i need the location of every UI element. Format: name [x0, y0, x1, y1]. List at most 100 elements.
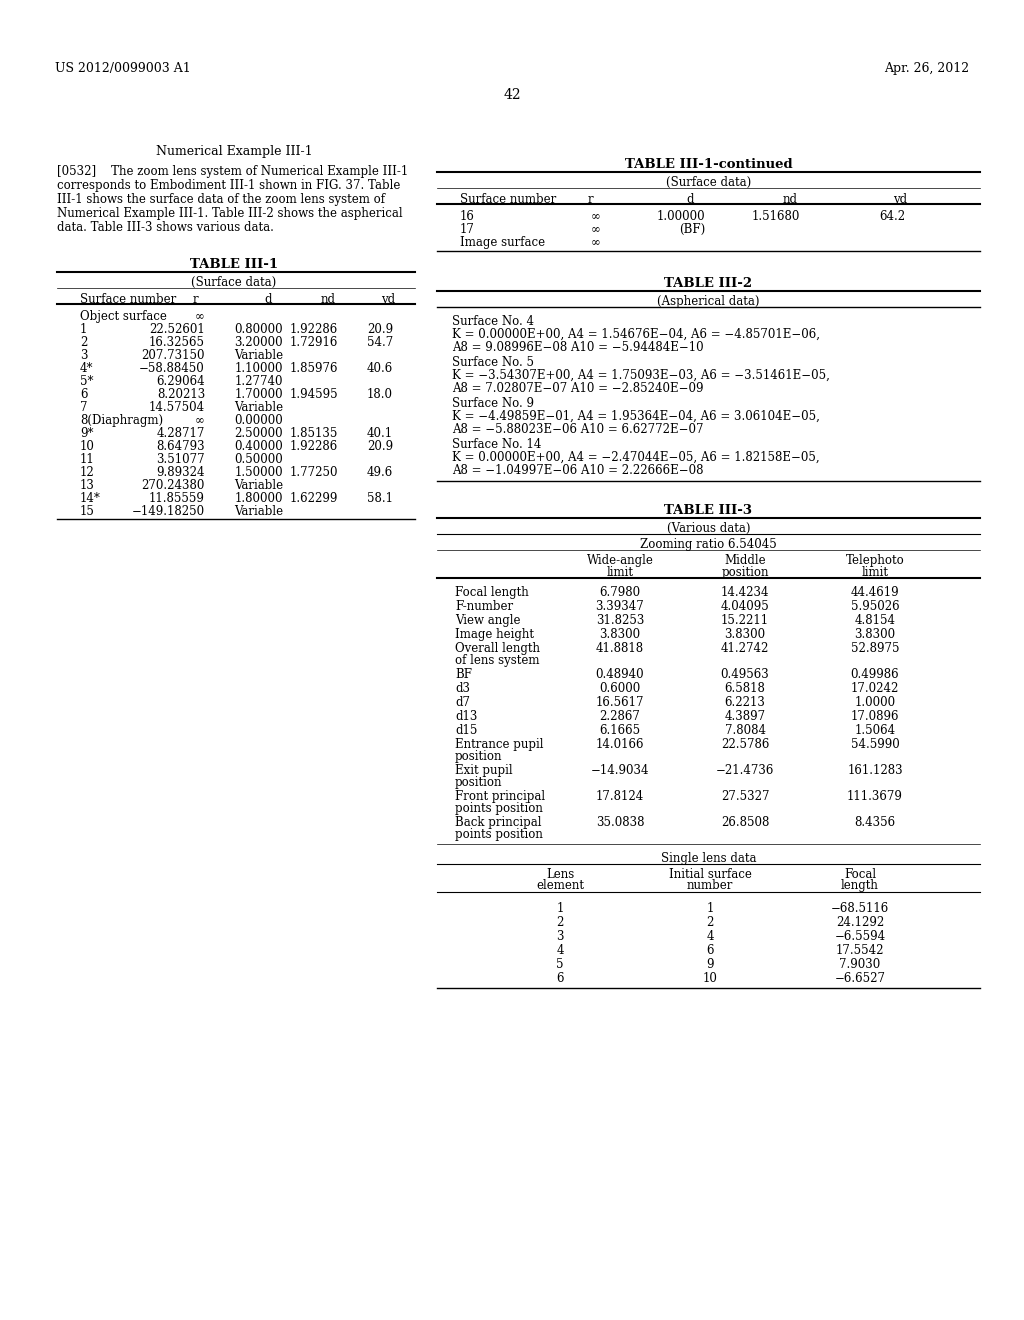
Text: ∞: ∞: [590, 236, 600, 249]
Text: Entrance pupil: Entrance pupil: [455, 738, 544, 751]
Text: 0.48940: 0.48940: [596, 668, 644, 681]
Text: data. Table III-3 shows various data.: data. Table III-3 shows various data.: [57, 220, 273, 234]
Text: 17.0896: 17.0896: [851, 710, 899, 723]
Text: 0.49986: 0.49986: [851, 668, 899, 681]
Text: 1: 1: [556, 902, 563, 915]
Text: r: r: [587, 193, 593, 206]
Text: 49.6: 49.6: [367, 466, 393, 479]
Text: points position: points position: [455, 803, 543, 814]
Text: ∞: ∞: [590, 210, 600, 223]
Text: 0.6000: 0.6000: [599, 682, 641, 696]
Text: ∞: ∞: [196, 414, 205, 426]
Text: 111.3679: 111.3679: [847, 789, 903, 803]
Text: 52.8975: 52.8975: [851, 642, 899, 655]
Text: 8(Diaphragm): 8(Diaphragm): [80, 414, 163, 426]
Text: corresponds to Embodiment III-1 shown in FIG. 37. Table: corresponds to Embodiment III-1 shown in…: [57, 180, 400, 191]
Text: 0.40000: 0.40000: [234, 440, 283, 453]
Text: 8.20213: 8.20213: [157, 388, 205, 401]
Text: 2.50000: 2.50000: [234, 426, 283, 440]
Text: 17.8124: 17.8124: [596, 789, 644, 803]
Text: View angle: View angle: [455, 614, 520, 627]
Text: 12: 12: [80, 466, 95, 479]
Text: 1.72916: 1.72916: [290, 337, 338, 348]
Text: −149.18250: −149.18250: [132, 506, 205, 517]
Text: 6: 6: [556, 972, 564, 985]
Text: 3.20000: 3.20000: [234, 337, 283, 348]
Text: −21.4736: −21.4736: [716, 764, 774, 777]
Text: 16.32565: 16.32565: [150, 337, 205, 348]
Text: 1.5064: 1.5064: [854, 723, 896, 737]
Text: 1.94595: 1.94595: [290, 388, 338, 401]
Text: −68.5116: −68.5116: [830, 902, 889, 915]
Text: nd: nd: [321, 293, 336, 306]
Text: Front principal: Front principal: [455, 789, 545, 803]
Text: d: d: [686, 193, 693, 206]
Text: 15: 15: [80, 506, 95, 517]
Text: 1.10000: 1.10000: [234, 362, 283, 375]
Text: F-number: F-number: [455, 601, 513, 612]
Text: 14.4234: 14.4234: [721, 586, 769, 599]
Text: 18.0: 18.0: [367, 388, 393, 401]
Text: K = 0.00000E+00, A4 = −2.47044E−05, A6 = 1.82158E−05,: K = 0.00000E+00, A4 = −2.47044E−05, A6 =…: [452, 451, 819, 465]
Text: (Aspherical data): (Aspherical data): [657, 294, 760, 308]
Text: ∞: ∞: [196, 310, 205, 323]
Text: 2.2867: 2.2867: [600, 710, 640, 723]
Text: 3.8300: 3.8300: [854, 628, 896, 642]
Text: 5*: 5*: [80, 375, 93, 388]
Text: vd: vd: [893, 193, 907, 206]
Text: 1.62299: 1.62299: [290, 492, 338, 506]
Text: 13: 13: [80, 479, 95, 492]
Text: 207.73150: 207.73150: [141, 348, 205, 362]
Text: Back principal: Back principal: [455, 816, 542, 829]
Text: 3: 3: [80, 348, 87, 362]
Text: A8 = −5.88023E−06 A10 = 6.62772E−07: A8 = −5.88023E−06 A10 = 6.62772E−07: [452, 422, 703, 436]
Text: Focal: Focal: [844, 869, 877, 880]
Text: Lens: Lens: [546, 869, 574, 880]
Text: 7.9030: 7.9030: [840, 958, 881, 972]
Text: (Various data): (Various data): [667, 521, 751, 535]
Text: 14.57504: 14.57504: [148, 401, 205, 414]
Text: 17: 17: [460, 223, 475, 236]
Text: 4*: 4*: [80, 362, 93, 375]
Text: 24.1292: 24.1292: [836, 916, 884, 929]
Text: Surface number: Surface number: [460, 193, 556, 206]
Text: TABLE III-3: TABLE III-3: [665, 504, 753, 517]
Text: 1.0000: 1.0000: [854, 696, 896, 709]
Text: 20.9: 20.9: [367, 323, 393, 337]
Text: TABLE III-1: TABLE III-1: [189, 257, 279, 271]
Text: K = 0.00000E+00, A4 = 1.54676E−04, A6 = −4.85701E−06,: K = 0.00000E+00, A4 = 1.54676E−04, A6 = …: [452, 327, 820, 341]
Text: Variable: Variable: [233, 479, 283, 492]
Text: position: position: [455, 776, 503, 789]
Text: −58.88450: −58.88450: [139, 362, 205, 375]
Text: 9.89324: 9.89324: [157, 466, 205, 479]
Text: 54.5990: 54.5990: [851, 738, 899, 751]
Text: −14.9034: −14.9034: [591, 764, 649, 777]
Text: 6.1665: 6.1665: [599, 723, 641, 737]
Text: ∞: ∞: [590, 223, 600, 236]
Text: 1.70000: 1.70000: [234, 388, 283, 401]
Text: 9: 9: [707, 958, 714, 972]
Text: position: position: [721, 566, 769, 579]
Text: A8 = 7.02807E−07 A10 = −2.85240E−09: A8 = 7.02807E−07 A10 = −2.85240E−09: [452, 381, 703, 395]
Text: 2: 2: [80, 337, 87, 348]
Text: 41.8818: 41.8818: [596, 642, 644, 655]
Text: 4.3897: 4.3897: [724, 710, 766, 723]
Text: d13: d13: [455, 710, 477, 723]
Text: 1.00000: 1.00000: [656, 210, 705, 223]
Text: 1: 1: [707, 902, 714, 915]
Text: 26.8508: 26.8508: [721, 816, 769, 829]
Text: Numerical Example III-1: Numerical Example III-1: [156, 145, 312, 158]
Text: 0.50000: 0.50000: [234, 453, 283, 466]
Text: 4: 4: [556, 944, 564, 957]
Text: Exit pupil: Exit pupil: [455, 764, 513, 777]
Text: 3.51077: 3.51077: [157, 453, 205, 466]
Text: number: number: [687, 879, 733, 892]
Text: 2: 2: [707, 916, 714, 929]
Text: (Surface data): (Surface data): [191, 276, 276, 289]
Text: (Surface data): (Surface data): [666, 176, 752, 189]
Text: 20.9: 20.9: [367, 440, 393, 453]
Text: 4: 4: [707, 931, 714, 942]
Text: d15: d15: [455, 723, 477, 737]
Text: of lens system: of lens system: [455, 653, 540, 667]
Text: 4.28717: 4.28717: [157, 426, 205, 440]
